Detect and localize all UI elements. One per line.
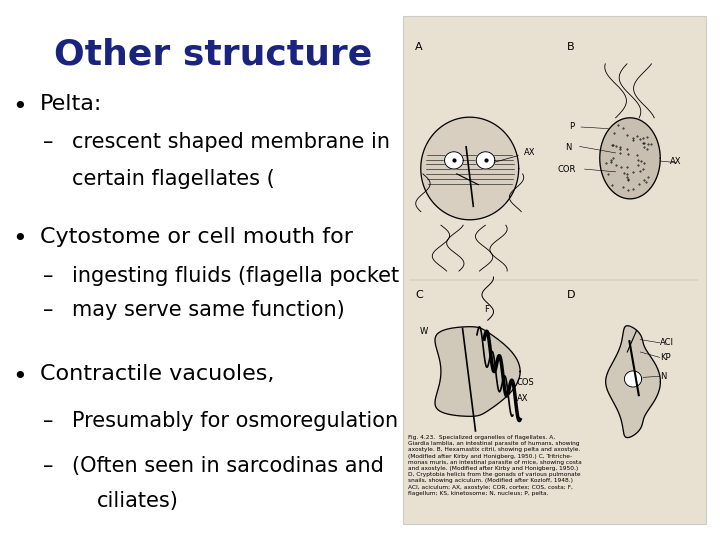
Polygon shape: [600, 118, 660, 199]
Text: –: –: [43, 266, 53, 286]
Text: –: –: [43, 456, 53, 476]
Text: P: P: [569, 122, 574, 131]
Text: •: •: [12, 94, 27, 118]
Text: ACI: ACI: [660, 338, 675, 347]
Text: may serve same function): may serve same function): [72, 300, 345, 320]
Text: Contractile vacuoles,: Contractile vacuoles,: [40, 364, 274, 384]
Text: crescent shaped membrane in: crescent shaped membrane in: [72, 132, 390, 152]
Text: –: –: [43, 300, 53, 320]
Polygon shape: [606, 326, 660, 437]
Text: N: N: [565, 143, 572, 152]
Text: •: •: [12, 364, 27, 388]
Text: –: –: [43, 132, 53, 152]
Text: COS: COS: [516, 378, 534, 387]
Polygon shape: [435, 327, 520, 416]
Text: Presumably for osmoregulation: Presumably for osmoregulation: [72, 411, 398, 431]
Text: KP: KP: [660, 353, 671, 362]
Text: A: A: [415, 42, 423, 52]
Text: certain flagellates (: certain flagellates (: [72, 169, 275, 189]
Text: W: W: [419, 327, 428, 336]
Text: COR: COR: [558, 165, 577, 174]
Polygon shape: [476, 152, 495, 169]
Text: AX: AX: [516, 394, 528, 403]
Text: C: C: [415, 291, 423, 300]
Text: •: •: [12, 227, 27, 251]
Text: (Often seen in sarcodinas and: (Often seen in sarcodinas and: [72, 456, 384, 476]
Text: N: N: [660, 372, 667, 381]
Text: B: B: [567, 42, 574, 52]
Text: ingesting fluids (flagella pocket: ingesting fluids (flagella pocket: [72, 266, 399, 286]
Text: AX: AX: [670, 157, 681, 166]
Text: –: –: [43, 411, 53, 431]
Text: ciliates): ciliates): [97, 491, 179, 511]
Text: Cytostome or cell mouth for: Cytostome or cell mouth for: [40, 227, 353, 247]
Text: Other structure: Other structure: [54, 38, 372, 72]
Text: D: D: [567, 291, 575, 300]
Text: Fig. 4.23.  Specialized organelles of flagellates. A,
Giardia lamblia, an intest: Fig. 4.23. Specialized organelles of fla…: [408, 435, 582, 496]
Text: Pelta:: Pelta:: [40, 94, 102, 114]
Polygon shape: [624, 371, 642, 387]
Text: AX: AX: [494, 148, 535, 163]
Polygon shape: [420, 117, 518, 220]
Polygon shape: [444, 152, 463, 169]
Text: F: F: [484, 305, 489, 314]
FancyBboxPatch shape: [403, 16, 706, 524]
